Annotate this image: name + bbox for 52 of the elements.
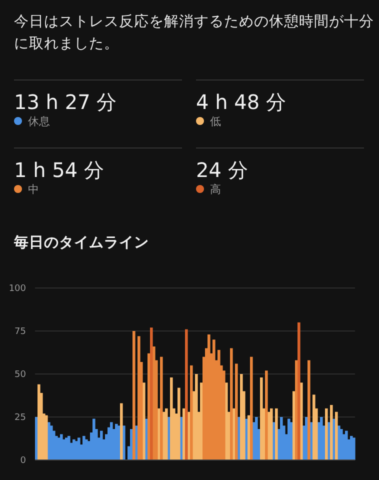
- bar: [260, 377, 263, 460]
- bar: [255, 417, 258, 460]
- bar: [185, 329, 188, 460]
- bar: [170, 377, 173, 460]
- bar: [138, 336, 140, 460]
- bar: [45, 415, 48, 460]
- bar: [120, 403, 123, 460]
- bar: [68, 436, 70, 460]
- bar: [312, 394, 316, 460]
- y-tick-label: 100: [8, 284, 26, 294]
- bar: [78, 438, 80, 460]
- bar: [82, 436, 86, 460]
- bar: [38, 384, 40, 460]
- bar: [308, 360, 310, 460]
- text: 13 h 27 分: [14, 90, 117, 114]
- bar: [270, 408, 273, 460]
- bar: [165, 408, 168, 460]
- text: 今日はストレス反応を解消するための休憩時間が十分に取れました。: [14, 13, 374, 52]
- bar: [250, 356, 253, 460]
- bar: [275, 408, 278, 460]
- bar: [330, 404, 333, 460]
- legend-label: 中: [28, 183, 39, 196]
- y-tick-label: 0: [20, 456, 26, 466]
- y-tick-label: 50: [14, 370, 26, 380]
- bar: [240, 374, 243, 460]
- bar: [325, 408, 328, 460]
- bar: [265, 370, 268, 460]
- bar: [132, 331, 136, 460]
- bar: [345, 430, 348, 460]
- bar: [100, 430, 103, 460]
- legend-label: 休息: [28, 115, 50, 128]
- y-tick-label: 25: [14, 413, 26, 424]
- bar: [288, 418, 290, 460]
- text: 4 h 48 分: [196, 90, 286, 114]
- bar: [150, 328, 153, 460]
- bar: [160, 356, 163, 460]
- legend-label: 低: [210, 115, 221, 128]
- text: 24 分: [196, 158, 248, 182]
- bar: [280, 417, 283, 460]
- bar: [230, 348, 233, 460]
- bar: [298, 322, 300, 460]
- y-tick-label: 75: [14, 327, 26, 338]
- chart-title: 毎日のタイムライン: [13, 234, 149, 251]
- bar: [195, 374, 198, 460]
- bar: [235, 364, 238, 460]
- bar: [190, 365, 193, 460]
- text: 1 h 54 分: [14, 158, 104, 182]
- bar: [92, 418, 96, 460]
- bar: [335, 412, 338, 460]
- legend-label: 高: [210, 183, 221, 196]
- bar: [352, 438, 356, 460]
- bar: [178, 388, 180, 460]
